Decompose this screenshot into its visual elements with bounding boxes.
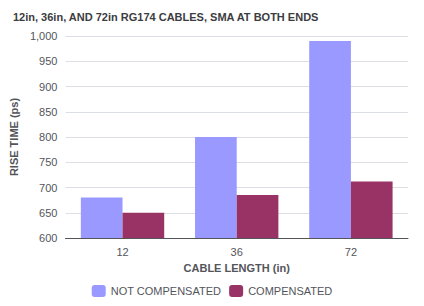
svg-text:700: 700 [39,182,57,194]
svg-text:NOT COMPENSATED: NOT COMPENSATED [111,285,221,297]
svg-text:950: 950 [39,55,57,67]
svg-text:CABLE LENGTH (in): CABLE LENGTH (in) [184,262,291,274]
svg-text:COMPENSATED: COMPENSATED [248,285,332,297]
svg-text:1,000: 1,000 [30,30,58,42]
svg-text:650: 650 [39,207,57,219]
svg-text:RISE TIME (ps): RISE TIME (ps) [8,98,20,177]
svg-text:750: 750 [39,156,57,168]
svg-text:600: 600 [39,232,57,244]
svg-text:12: 12 [116,246,128,258]
svg-text:72: 72 [345,246,357,258]
svg-text:12in, 36in, AND 72in RG174 CAB: 12in, 36in, AND 72in RG174 CABLES, SMA A… [13,11,318,23]
svg-text:36: 36 [231,246,243,258]
svg-text:850: 850 [39,106,57,118]
svg-text:900: 900 [39,81,57,93]
svg-text:800: 800 [39,131,57,143]
